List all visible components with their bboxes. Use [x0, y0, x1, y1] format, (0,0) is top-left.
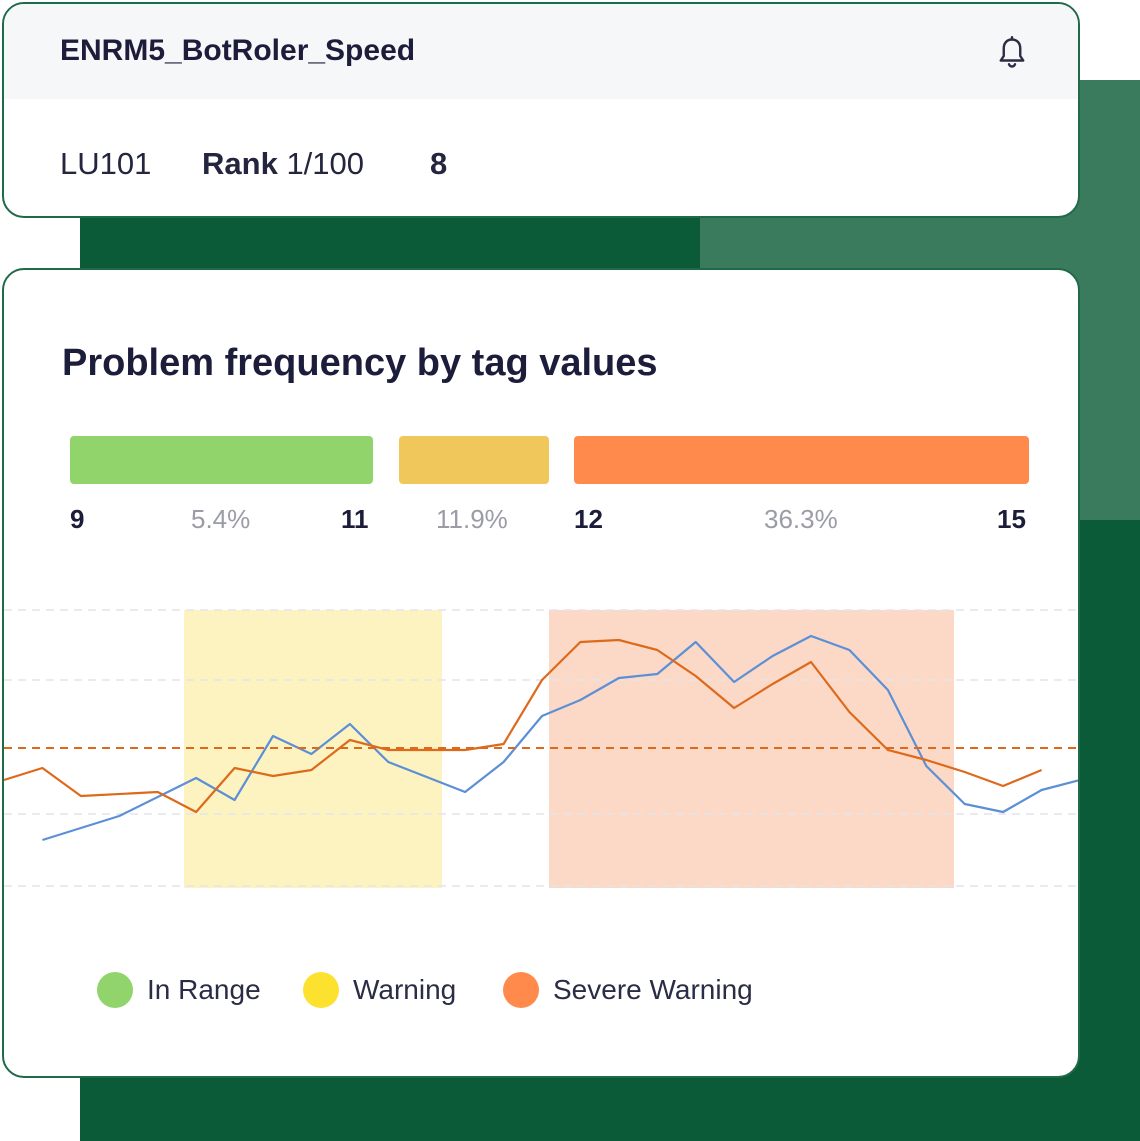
- legend-dot-in-range: [97, 972, 133, 1008]
- in-range-from: 9: [70, 504, 85, 534]
- warning-bar: [399, 436, 549, 484]
- tag-summary-card: ENRM5_BotRoler_Speed LU101 Rank 1/100 8: [2, 2, 1080, 218]
- severe-warning-percent: 36.3%: [764, 504, 838, 534]
- tag-title: ENRM5_BotRoler_Speed: [60, 34, 416, 67]
- rank: Rank 1/100: [202, 146, 364, 182]
- in-range-percent: 5.4%: [191, 504, 251, 534]
- rank-label: Rank: [202, 146, 278, 181]
- unit-code: LU101: [60, 146, 152, 181]
- card-header: ENRM5_BotRoler_Speed: [4, 4, 1078, 99]
- severe-warning-to: 15: [997, 504, 1026, 534]
- chart-title: Problem frequency by tag values: [62, 342, 658, 384]
- severe-warning-bar: [574, 436, 1029, 484]
- legend-label-in-range: In Range: [147, 974, 261, 1005]
- series-line-2: [4, 638, 1043, 814]
- problem-count: 8: [430, 146, 448, 181]
- legend-label-warning: Warning: [353, 974, 457, 1005]
- legend-item-severe-warning[interactable]: Severe Warning: [503, 970, 753, 1010]
- in-range-to: 11: [341, 504, 369, 534]
- problem-frequency-card: Problem frequency by tag values 9 5.4% 1…: [2, 268, 1080, 1078]
- in-range-bar: [70, 436, 373, 484]
- legend-item-warning[interactable]: Warning: [303, 970, 456, 1010]
- rank-value: 1/100: [286, 146, 365, 181]
- legend-item-in-range[interactable]: In Range: [97, 970, 261, 1010]
- line-chart: [4, 609, 1078, 888]
- severe-warning-from: 12: [574, 504, 603, 534]
- legend-dot-severe-warning: [503, 972, 539, 1008]
- legend-dot-warning: [303, 972, 339, 1008]
- bell-icon[interactable]: [994, 34, 1030, 72]
- legend-label-severe-warning: Severe Warning: [553, 974, 753, 1005]
- warning-percent: 11.9%: [436, 504, 508, 534]
- series-line-1: [42, 634, 1078, 842]
